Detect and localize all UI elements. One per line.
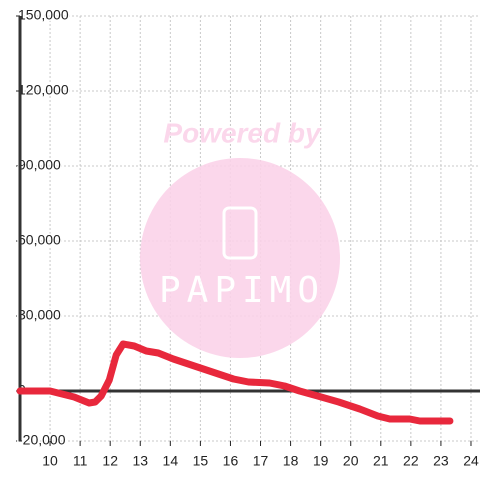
x-tick-label: 24 (463, 453, 479, 469)
y-tick-label: 30,000 (18, 307, 61, 323)
x-tick-label: 17 (253, 453, 269, 469)
x-tick-label: 23 (433, 453, 449, 469)
watermark-icon (222, 206, 258, 260)
x-tick-label: 11 (73, 453, 88, 469)
x-tick-label: 20 (343, 453, 359, 469)
x-tick-label: 15 (193, 453, 209, 469)
x-tick-label: 19 (313, 453, 329, 469)
y-tick-label: 90,000 (18, 157, 61, 173)
watermark: Powered by PAPIMO (140, 117, 340, 358)
x-tick-label: 10 (42, 453, 58, 469)
y-tick-label: 120,000 (18, 82, 69, 98)
x-tick-label: 16 (223, 453, 239, 469)
x-tick-label: 13 (132, 453, 148, 469)
x-tick-label: 22 (403, 453, 419, 469)
x-tick-label: 12 (102, 453, 118, 469)
line (16, 340, 454, 425)
x-tick-label: 14 (163, 453, 179, 469)
x-tick-label: 18 (283, 453, 299, 469)
y-tick-label: -20,000 (18, 432, 66, 448)
x-tick-label: 21 (373, 453, 389, 469)
y-tick-label: 60,000 (18, 232, 61, 248)
y-tick-label: 150,000 (18, 7, 69, 23)
watermark-text: Powered by (163, 117, 322, 148)
watermark-logo: PAPIMO (159, 270, 325, 311)
